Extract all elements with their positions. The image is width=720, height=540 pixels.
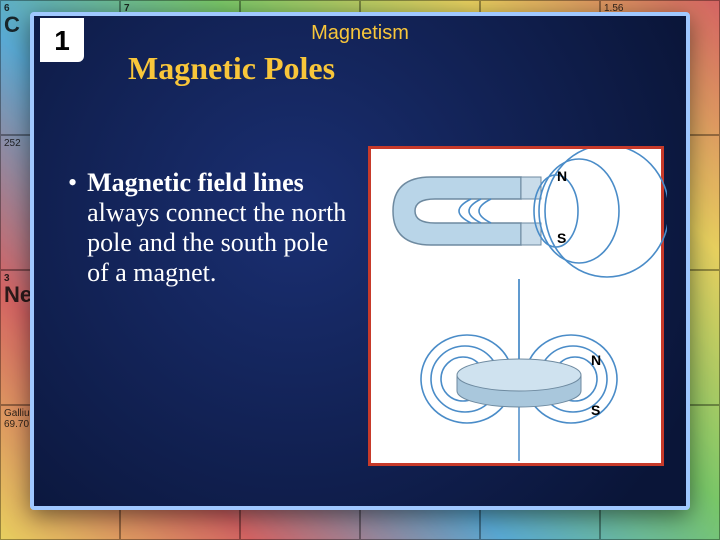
svg-text:S: S — [591, 402, 600, 418]
bullet-bold: Magnetic field lines — [87, 168, 304, 197]
svg-text:S: S — [557, 230, 566, 246]
magnet-svg: N S N S — [371, 149, 667, 469]
chapter-title-text: Magnetism — [311, 22, 409, 44]
body-text: • Magnetic field lines always connect th… — [68, 168, 350, 288]
slide-heading-text: Magnetic Poles — [128, 50, 335, 86]
bullet-dot: • — [68, 168, 77, 288]
bullet-content: Magnetic field lines always connect the … — [87, 168, 350, 288]
svg-text:N: N — [591, 352, 601, 368]
slide-panel: 1 Magnetism Magnetic Poles • Magnetic fi… — [30, 12, 690, 510]
bullet-rest: always connect the north pole and the so… — [87, 198, 346, 287]
magnet-figure: N S N S — [368, 146, 664, 466]
chapter-title: Magnetism — [34, 22, 686, 45]
slide-heading: Magnetic Poles — [128, 50, 335, 87]
svg-text:N: N — [557, 168, 567, 184]
